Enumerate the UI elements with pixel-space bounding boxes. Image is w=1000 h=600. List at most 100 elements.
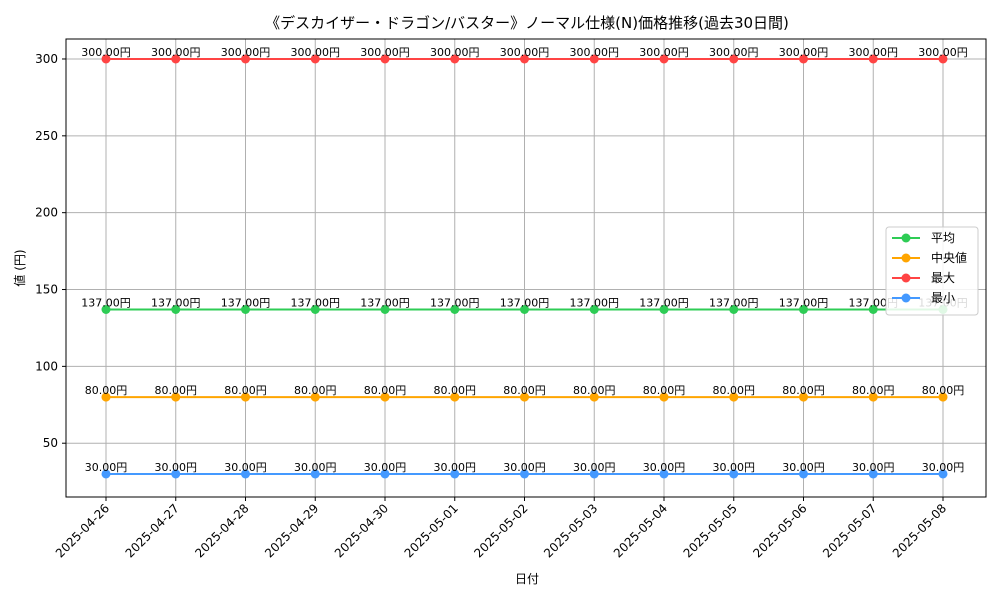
data-point bbox=[589, 469, 599, 479]
data-label: 80.00円 bbox=[294, 384, 337, 397]
data-point bbox=[450, 54, 460, 64]
data-label: 137.00円 bbox=[709, 296, 759, 309]
data-label: 137.00円 bbox=[291, 296, 341, 309]
data-point bbox=[310, 392, 320, 402]
data-label: 80.00円 bbox=[85, 384, 128, 397]
data-point bbox=[171, 392, 181, 402]
x-tick-label: 2025-04-27 bbox=[123, 501, 182, 560]
data-label: 80.00円 bbox=[782, 384, 825, 397]
data-point bbox=[589, 392, 599, 402]
data-point bbox=[101, 54, 111, 64]
data-point bbox=[520, 304, 529, 314]
x-axis-label: 日付 bbox=[515, 572, 539, 586]
data-point bbox=[450, 469, 460, 479]
data-label: 80.00円 bbox=[155, 384, 198, 397]
data-label: 300.00円 bbox=[709, 46, 759, 59]
data-label: 80.00円 bbox=[573, 384, 616, 397]
data-point bbox=[799, 392, 808, 402]
chart-title: 《デスカイザー・ドラゴン/バスター》ノーマル仕様(N)価格推移(過去30日間) bbox=[265, 14, 789, 32]
data-label: 30.00円 bbox=[155, 461, 198, 474]
data-point bbox=[520, 54, 529, 64]
x-tick-label: 2025-05-07 bbox=[820, 501, 879, 560]
legend-entry: 最大 bbox=[931, 271, 955, 285]
y-tick-label: 150 bbox=[35, 283, 58, 297]
data-point bbox=[380, 54, 390, 64]
data-label: 30.00円 bbox=[503, 461, 546, 474]
data-point bbox=[729, 469, 739, 479]
data-label: 300.00円 bbox=[639, 46, 689, 59]
data-label: 300.00円 bbox=[221, 46, 271, 59]
data-point bbox=[380, 304, 390, 314]
data-label: 80.00円 bbox=[852, 384, 895, 397]
data-label: 30.00円 bbox=[294, 461, 337, 474]
data-point bbox=[310, 304, 320, 314]
data-label: 80.00円 bbox=[224, 384, 267, 397]
data-label: 80.00円 bbox=[503, 384, 546, 397]
data-label: 80.00円 bbox=[922, 384, 965, 397]
x-tick-label: 2025-05-06 bbox=[750, 501, 809, 560]
data-point bbox=[241, 469, 250, 479]
data-label: 137.00円 bbox=[221, 296, 271, 309]
legend-entry: 平均 bbox=[931, 231, 955, 245]
data-label: 80.00円 bbox=[713, 384, 756, 397]
data-point bbox=[868, 392, 878, 402]
data-point bbox=[868, 304, 878, 314]
data-label: 300.00円 bbox=[81, 46, 131, 59]
x-tick-label: 2025-05-03 bbox=[541, 501, 600, 560]
data-label: 80.00円 bbox=[643, 384, 686, 397]
x-tick-label: 2025-05-05 bbox=[681, 501, 740, 560]
y-axis-label: 値 (円) bbox=[12, 249, 27, 286]
data-point bbox=[868, 54, 878, 64]
plot-frame bbox=[65, 38, 987, 498]
data-point bbox=[799, 469, 808, 479]
y-tick-label: 50 bbox=[43, 436, 58, 450]
data-point bbox=[171, 54, 181, 64]
data-point bbox=[589, 304, 599, 314]
data-label: 137.00円 bbox=[360, 296, 410, 309]
data-point bbox=[171, 304, 181, 314]
data-point bbox=[938, 392, 948, 402]
data-label: 137.00円 bbox=[81, 296, 131, 309]
data-point bbox=[659, 392, 669, 402]
data-point bbox=[101, 304, 111, 314]
data-point bbox=[241, 54, 250, 64]
data-point bbox=[171, 469, 181, 479]
data-label: 137.00円 bbox=[570, 296, 620, 309]
data-point bbox=[450, 304, 460, 314]
data-label: 137.00円 bbox=[430, 296, 480, 309]
data-point bbox=[310, 469, 320, 479]
x-tick-label: 2025-05-04 bbox=[611, 501, 670, 560]
data-label: 30.00円 bbox=[713, 461, 756, 474]
data-label: 30.00円 bbox=[922, 461, 965, 474]
y-axis-ticks: 50 100 150 200 250 300 bbox=[35, 52, 66, 450]
data-label: 137.00円 bbox=[500, 296, 550, 309]
x-tick-label: 2025-04-29 bbox=[262, 501, 321, 560]
data-label: 300.00円 bbox=[918, 46, 968, 59]
y-tick-label: 100 bbox=[35, 359, 58, 373]
data-point bbox=[938, 469, 948, 479]
data-point bbox=[938, 54, 948, 64]
data-point bbox=[241, 304, 250, 314]
x-tick-label: 2025-04-26 bbox=[53, 501, 112, 560]
data-point bbox=[101, 469, 111, 479]
series-layer bbox=[101, 54, 948, 479]
data-point bbox=[101, 392, 111, 402]
grid bbox=[66, 39, 986, 497]
data-labels-layer: 137.00円 137.00円 137.00円 137.00円 137.00円 137.0… bbox=[81, 46, 968, 474]
data-point bbox=[729, 392, 739, 402]
data-point bbox=[799, 54, 808, 64]
data-point bbox=[310, 54, 320, 64]
data-label: 30.00円 bbox=[852, 461, 895, 474]
data-label: 300.00円 bbox=[430, 46, 480, 59]
data-label: 80.00円 bbox=[434, 384, 477, 397]
legend-box bbox=[885, 226, 979, 316]
x-tick-label: 2025-05-08 bbox=[890, 501, 949, 560]
data-point bbox=[799, 304, 808, 314]
data-point bbox=[729, 304, 739, 314]
x-tick-label: 2025-04-30 bbox=[332, 501, 391, 560]
y-tick-label: 200 bbox=[35, 206, 58, 220]
legend-marker bbox=[901, 253, 911, 263]
series-2 bbox=[101, 54, 948, 64]
data-label: 80.00円 bbox=[364, 384, 407, 397]
